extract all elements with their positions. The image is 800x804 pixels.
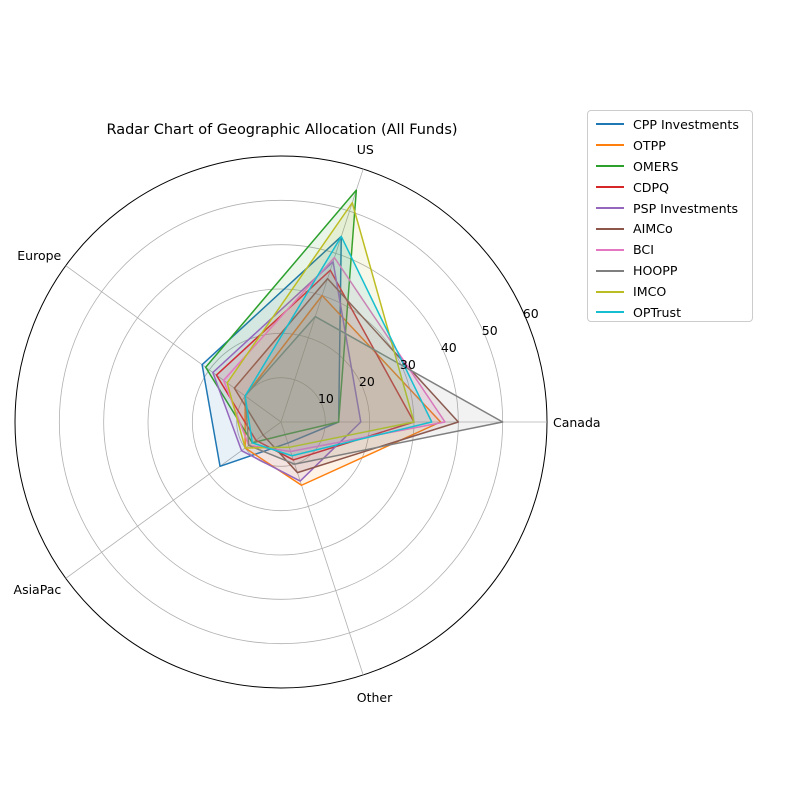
legend-label: PSP Investments: [633, 200, 739, 216]
legend-label: AIMCo: [633, 221, 673, 237]
series-line-2: [204, 189, 358, 444]
legend-item: OPTrust: [596, 302, 744, 323]
legend-item: AIMCo: [596, 218, 744, 239]
series-line-9: [244, 235, 433, 457]
legend-swatch: [596, 165, 624, 168]
series-fill-7: [245, 316, 503, 465]
legend-swatch: [596, 248, 624, 251]
legend-swatch: [596, 186, 624, 189]
series-line-8: [226, 202, 415, 449]
series-fill-8: [227, 202, 414, 449]
legend-item: PSP Investments: [596, 198, 744, 219]
legend-label: CDPQ: [633, 179, 669, 195]
series-fill-9: [245, 236, 432, 456]
axis-label-other: Other: [357, 690, 393, 705]
legend-label: CPP Investments: [633, 116, 739, 132]
legend-item: OTPP: [596, 135, 744, 156]
legend-item: HOOPP: [596, 260, 744, 281]
legend-label: OPTrust: [633, 304, 682, 320]
series-line-3: [215, 269, 415, 461]
legend-label: BCI: [633, 242, 654, 258]
legend-item: CDPQ: [596, 177, 744, 198]
radial-tick-label: 60: [523, 306, 539, 321]
legend-swatch: [596, 311, 624, 314]
series-line-4: [212, 261, 362, 482]
legend-item: OMERS: [596, 156, 744, 177]
legend-label: HOOPP: [633, 263, 678, 279]
axis-label-us: US: [357, 142, 374, 157]
legend-label: OTPP: [633, 137, 666, 153]
axis-label-asiapac: AsiaPac: [14, 582, 62, 597]
legend-swatch: [596, 269, 624, 272]
legend-label: OMERS: [633, 158, 679, 174]
radial-tick-label: 50: [482, 323, 498, 338]
chart-title: Radar Chart of Geographic Allocation (Al…: [106, 122, 457, 138]
series-fill-6: [223, 257, 446, 452]
radial-tick-label: 40: [441, 340, 457, 355]
legend: CPP Investments OTPP OMERS CDPQ PSP Investme…: [587, 110, 753, 322]
radial-tick-label: 10: [318, 391, 334, 406]
series-line-5: [233, 277, 460, 474]
series-fill-1: [245, 295, 441, 486]
legend-swatch: [596, 227, 624, 230]
legend-item: BCI: [596, 239, 744, 260]
legend-item: IMCO: [596, 281, 744, 302]
axis-labels: 10 20 30 40 50 60 Canada US Europe AsiaPac Other: [14, 142, 601, 705]
radial-tick-label: 30: [400, 357, 416, 372]
axis-label-europe: Europe: [17, 248, 61, 263]
legend-swatch: [596, 290, 624, 293]
legend-swatch: [596, 144, 624, 147]
axis-label-canada: Canada: [553, 415, 601, 430]
legend-item: CPP Investments: [596, 114, 744, 135]
series-fill-3: [216, 270, 414, 460]
radial-tick-label: 20: [359, 374, 375, 389]
legend-label: IMCO: [633, 284, 667, 300]
series-layer: [201, 189, 504, 486]
legend-swatch: [596, 123, 624, 126]
series-line-7: [244, 315, 504, 465]
legend-swatch: [596, 207, 624, 209]
